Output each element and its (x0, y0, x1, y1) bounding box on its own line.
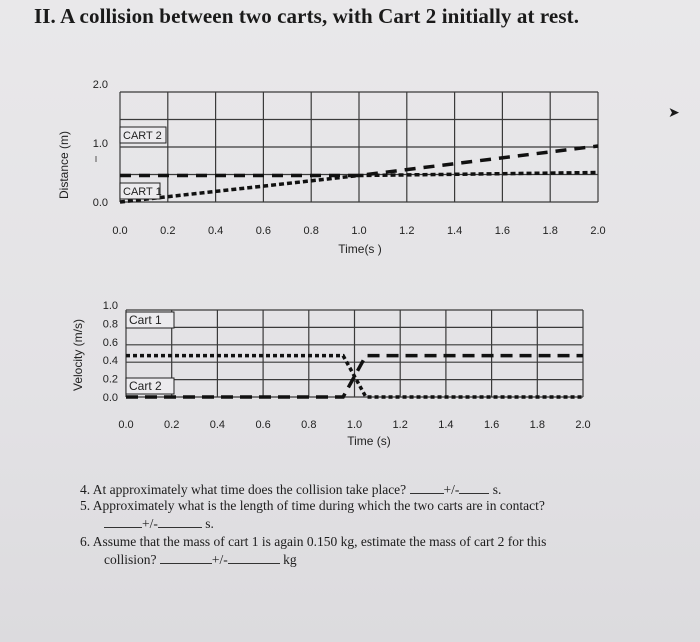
question-6: 6. Assume that the mass of cart 1 is aga… (80, 534, 546, 550)
question-5-number: 5. (80, 498, 91, 513)
questions-section: 4. At approximately what time does the c… (0, 478, 700, 598)
series-line-cart-1 (126, 353, 583, 399)
x-tick-label: 1.2 (393, 419, 408, 431)
x-tick-label: 0.0 (118, 419, 133, 431)
x-tick-label: 1.2 (399, 225, 414, 237)
x-tick-label: 0.6 (255, 419, 270, 431)
y-tick-label: 0.2 (103, 374, 118, 386)
question-5-answer-line: +/- s. (104, 515, 214, 532)
q5-unit: s. (205, 516, 214, 531)
y-tick-label: 1.0 (103, 300, 118, 312)
x-tick-label: 1.4 (447, 225, 462, 237)
y-tick-label: 1.0 (93, 138, 108, 150)
question-5-text: Approximately what is the length of time… (92, 498, 545, 513)
series-label-box (125, 377, 175, 395)
question-5: 5. Approximately what is the length of t… (80, 498, 545, 514)
q6-answer-blank[interactable] (159, 551, 212, 564)
y-tick-label: 0.0 (103, 392, 118, 404)
x-tick-label: 0.6 (256, 225, 271, 237)
x-tick-label: 0.0 (112, 225, 127, 237)
question-6-text-cont: collision? (104, 552, 157, 567)
x-tick-label: 1.6 (484, 419, 499, 431)
x-tick-label: 0.2 (164, 419, 179, 431)
x-tick-label: 0.2 (160, 225, 175, 237)
x-tick-label: 2.0 (575, 419, 590, 431)
q6-uncertainty-blank[interactable] (227, 551, 280, 564)
section-heading: II. A collision between two carts, with … (34, 4, 580, 28)
q5-plus-minus: +/- (142, 516, 158, 531)
series-line-cart-2 (126, 353, 583, 399)
x-tick-label: 1.8 (543, 225, 558, 237)
series-label: CART 2 (123, 130, 162, 142)
y-axis-label: Distance (m) (57, 131, 71, 199)
x-tick-label: 1.6 (495, 225, 510, 237)
x-tick-label: 0.4 (210, 419, 225, 431)
x-tick-label: 1.0 (351, 225, 366, 237)
x-tick-label: 0.8 (304, 225, 319, 237)
y-axis-label: Velocity (m/s) (71, 319, 85, 391)
y-tick-label: 0.4 (103, 355, 118, 367)
series-label: Cart 1 (129, 313, 162, 327)
velocity-time-chart: 0.0 0.2 0.4 0.6 0.8 1.0 1.2 1.4 1.6 1.8 2.0 0.0 0.2 0… (71, 300, 591, 448)
series-label-box (119, 126, 167, 144)
x-tick-label: 0.4 (208, 225, 223, 237)
q4-uncertainty-blank[interactable] (459, 481, 490, 494)
series-label-box (119, 182, 161, 200)
q4-plus-minus: +/- (443, 482, 460, 497)
q6-unit: kg (283, 552, 297, 567)
x-tick-label: 0.8 (301, 419, 316, 431)
series-label: CART 1 (123, 186, 162, 198)
y-tick-label: 0.8 (103, 318, 118, 330)
y-tick-label: 0.6 (103, 337, 118, 349)
x-tick-label: 1.4 (438, 419, 453, 431)
x-axis-label: Time(s ) (338, 242, 382, 256)
q4-answer-blank[interactable] (409, 481, 444, 494)
x-tick-label: 1.0 (347, 419, 362, 431)
question-6-text: Assume that the mass of cart 1 is again … (92, 534, 547, 549)
series-label-box (125, 311, 175, 329)
q5-answer-blank[interactable] (104, 515, 142, 528)
distance-time-chart: 0.0 0.2 0.4 0.6 0.8 1.0 1.2 1.4 1.6 1.8 2.0 0.0 1.0 2… (57, 79, 606, 256)
series-label: Cart 2 (129, 379, 162, 393)
y-tick-label: 0.0 (93, 197, 108, 209)
q5-uncertainty-blank[interactable] (157, 515, 202, 528)
q4-unit: s. (492, 482, 502, 497)
x-axis-label: Time (s) (347, 434, 391, 448)
question-4-number: 4. (80, 482, 91, 497)
question-6-answer-line: collision? +/- kg (104, 551, 297, 568)
question-4: 4. At approximately what time does the c… (80, 481, 501, 498)
q6-plus-minus: +/- (211, 552, 228, 567)
question-4-text: At approximately what time does the coll… (92, 482, 407, 497)
x-tick-label: 1.8 (530, 419, 545, 431)
x-tick-label: 2.0 (590, 225, 605, 237)
y-tick-label: 2.0 (93, 79, 108, 91)
pointer-arrow-icon: ➤ (668, 104, 680, 120)
question-6-number: 6. (80, 534, 91, 549)
